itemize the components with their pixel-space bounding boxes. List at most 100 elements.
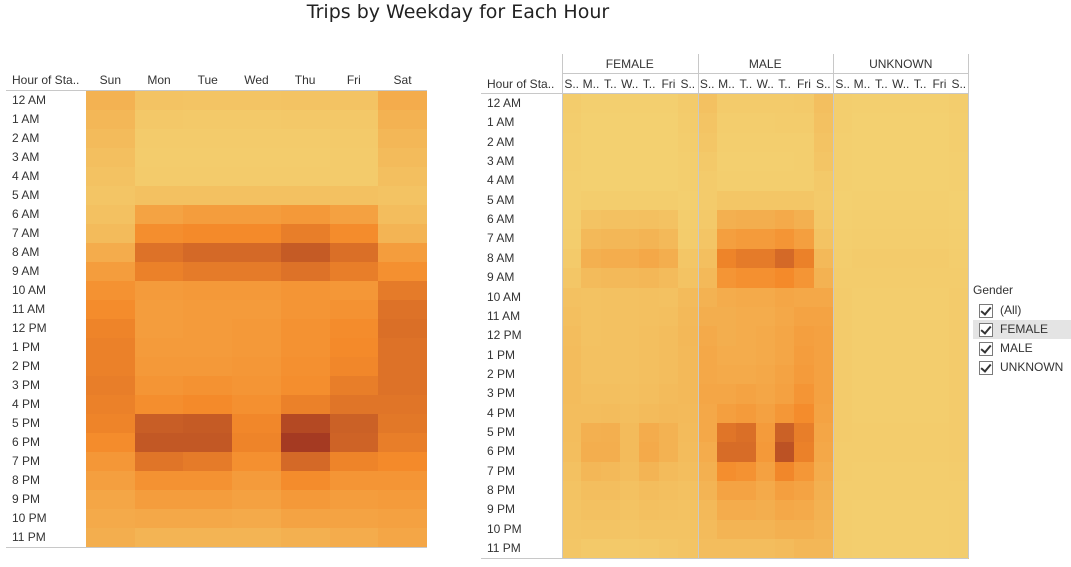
heatmap-cell[interactable] (794, 481, 815, 501)
heatmap-cell[interactable] (871, 152, 892, 172)
heatmap-cell[interactable] (280, 490, 331, 510)
heatmap-cell[interactable] (736, 113, 757, 134)
heatmap-cell[interactable] (910, 132, 931, 153)
heatmap-cell[interactable] (134, 338, 184, 358)
heatmap-cell[interactable] (871, 229, 892, 250)
heatmap-cell[interactable] (697, 461, 718, 482)
heatmap-cell[interactable] (929, 500, 950, 521)
heatmap-cell[interactable] (697, 403, 718, 424)
heatmap-cell[interactable] (329, 414, 379, 434)
heatmap-cell[interactable] (813, 287, 834, 308)
heatmap-cell[interactable] (581, 442, 602, 463)
heatmap-cell[interactable] (813, 152, 834, 172)
heatmap-cell[interactable] (232, 129, 282, 149)
heatmap-cell[interactable] (658, 287, 679, 308)
heatmap-cell[interactable] (581, 94, 602, 114)
heatmap-cell[interactable] (562, 345, 582, 366)
heatmap-cell[interactable] (774, 384, 795, 405)
heatmap-cell[interactable] (949, 519, 970, 540)
heatmap-cell[interactable] (755, 94, 776, 114)
heatmap-cell[interactable] (736, 461, 757, 482)
heatmap-cell[interactable] (755, 306, 776, 327)
heatmap-cell[interactable] (600, 519, 621, 540)
heatmap-cell[interactable] (794, 171, 815, 192)
heatmap-cell[interactable] (852, 519, 873, 540)
heatmap-cell[interactable] (755, 364, 776, 385)
heatmap-cell[interactable] (280, 357, 331, 377)
heatmap-cell[interactable] (378, 490, 428, 510)
heatmap-cell[interactable] (833, 345, 853, 366)
heatmap-cell[interactable] (929, 190, 950, 211)
heatmap-cell[interactable] (678, 306, 699, 327)
heatmap-cell[interactable] (280, 471, 331, 491)
heatmap-cell[interactable] (871, 519, 892, 540)
heatmap-cell[interactable] (280, 167, 331, 187)
heatmap-cell[interactable] (833, 229, 853, 250)
heatmap-cell[interactable] (232, 414, 282, 434)
heatmap-cell[interactable] (280, 148, 331, 168)
heatmap-cell[interactable] (949, 152, 970, 172)
heatmap-cell[interactable] (329, 167, 379, 187)
heatmap-cell[interactable] (183, 319, 233, 339)
heatmap-cell[interactable] (852, 403, 873, 424)
heatmap-cell[interactable] (378, 452, 428, 472)
heatmap-cell[interactable] (949, 539, 970, 559)
heatmap-cell[interactable] (910, 306, 931, 327)
heatmap-cell[interactable] (639, 364, 660, 385)
heatmap-cell[interactable] (794, 306, 815, 327)
heatmap-cell[interactable] (639, 94, 660, 114)
heatmap-cell[interactable] (562, 287, 582, 308)
heatmap-cell[interactable] (378, 91, 428, 111)
heatmap-cell[interactable] (871, 287, 892, 308)
heatmap-cell[interactable] (562, 481, 582, 501)
heatmap-cell[interactable] (813, 539, 834, 559)
heatmap-cell[interactable] (678, 190, 699, 211)
heatmap-cell[interactable] (378, 395, 428, 415)
heatmap-cell[interactable] (891, 306, 912, 327)
heatmap-cell[interactable] (910, 287, 931, 308)
heatmap-cell[interactable] (755, 268, 776, 289)
heatmap-cell[interactable] (329, 262, 379, 282)
heatmap-cell[interactable] (86, 110, 136, 130)
heatmap-cell[interactable] (871, 461, 892, 482)
heatmap-cell[interactable] (774, 132, 795, 153)
heatmap-cell[interactable] (678, 268, 699, 289)
heatmap-cell[interactable] (891, 287, 912, 308)
heatmap-cell[interactable] (697, 500, 718, 521)
heatmap-cell[interactable] (891, 500, 912, 521)
heatmap-cell[interactable] (329, 148, 379, 168)
heatmap-cell[interactable] (581, 519, 602, 540)
heatmap-cell[interactable] (378, 243, 428, 263)
heatmap-cell[interactable] (813, 481, 834, 501)
heatmap-cell[interactable] (329, 490, 379, 510)
heatmap-cell[interactable] (581, 132, 602, 153)
heatmap-cell[interactable] (562, 210, 582, 231)
heatmap-cell[interactable] (620, 152, 641, 172)
heatmap-cell[interactable] (639, 403, 660, 424)
heatmap-cell[interactable] (232, 281, 282, 301)
heatmap-cell[interactable] (562, 461, 582, 482)
heatmap-cell[interactable] (280, 376, 331, 396)
heatmap-cell[interactable] (736, 248, 757, 269)
heatmap-cell[interactable] (813, 422, 834, 443)
heatmap-cell[interactable] (329, 319, 379, 339)
heatmap-cell[interactable] (378, 319, 428, 339)
heatmap-cell[interactable] (852, 539, 873, 559)
heatmap-cell[interactable] (600, 190, 621, 211)
heatmap-cell[interactable] (891, 132, 912, 153)
heatmap-cell[interactable] (794, 287, 815, 308)
heatmap-cell[interactable] (658, 171, 679, 192)
heatmap-cell[interactable] (697, 190, 718, 211)
heatmap-cell[interactable] (562, 190, 582, 211)
heatmap-cell[interactable] (86, 357, 136, 377)
heatmap-cell[interactable] (329, 528, 379, 548)
heatmap-cell[interactable] (833, 287, 853, 308)
heatmap-cell[interactable] (871, 384, 892, 405)
heatmap-cell[interactable] (794, 113, 815, 134)
heatmap-cell[interactable] (232, 91, 282, 111)
heatmap-cell[interactable] (774, 345, 795, 366)
heatmap-cell[interactable] (600, 481, 621, 501)
heatmap-cell[interactable] (833, 403, 853, 424)
heatmap-cell[interactable] (134, 528, 184, 548)
heatmap-cell[interactable] (620, 210, 641, 231)
